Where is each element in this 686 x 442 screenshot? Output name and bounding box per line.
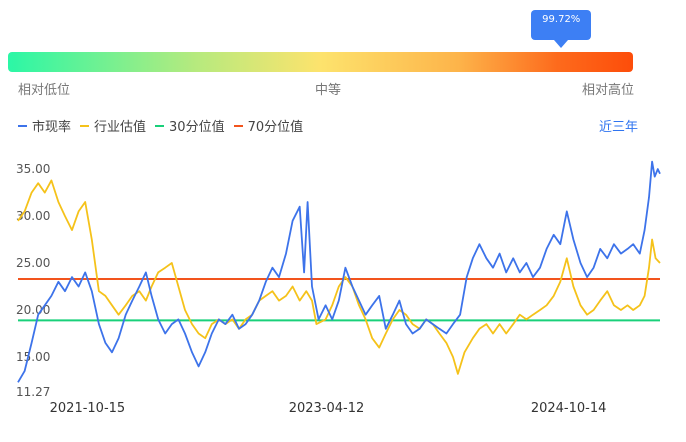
legend-label-industry: 行业估值 bbox=[94, 120, 147, 135]
time-range-selector[interactable]: 近三年 bbox=[599, 120, 639, 135]
gauge-mid-label: 中等 bbox=[315, 83, 342, 98]
legend-item-p70[interactable]: 70分位值 bbox=[233, 116, 304, 135]
x-axis-ticks: 2021-10-15 2023-04-12 2024-10-14 bbox=[50, 401, 607, 416]
series-line-pcf bbox=[17, 160, 661, 383]
legend-item-p30[interactable]: 30分位值 bbox=[155, 116, 225, 135]
gauge-low-label: 相对低位 bbox=[18, 83, 71, 98]
valuation-percentile-gauge bbox=[8, 52, 633, 72]
y-tick-label: 20.00 bbox=[16, 303, 50, 317]
x-tick-label: 2023-04-12 bbox=[289, 401, 365, 416]
y-tick-label: 11.27 bbox=[16, 385, 50, 399]
legend-label-p30: 30分位值 bbox=[169, 120, 225, 135]
legend-item-industry[interactable]: 行业估值 bbox=[80, 116, 146, 135]
percentile-bubble: 99.72% bbox=[531, 10, 592, 40]
gauge-high-label: 相对高位 bbox=[582, 83, 635, 98]
legend-swatch-p70 bbox=[233, 124, 243, 127]
legend-item-pcf[interactable]: 市现率 bbox=[18, 116, 71, 135]
y-tick-label: 25.00 bbox=[16, 256, 50, 270]
y-tick-label: 15.00 bbox=[16, 350, 50, 364]
legend-swatch-industry bbox=[80, 124, 90, 127]
x-tick-label: 2021-10-15 bbox=[50, 401, 126, 416]
percentile-value: 99.72% bbox=[542, 14, 581, 25]
x-tick-label: 2024-10-14 bbox=[531, 401, 607, 416]
gauge-gradient-bar bbox=[8, 52, 633, 72]
percentile-bubble-pointer bbox=[554, 40, 569, 48]
legend-swatch-p30 bbox=[155, 124, 165, 127]
reference-lines bbox=[18, 277, 660, 322]
y-tick-label: 35.00 bbox=[16, 162, 50, 176]
chart-legend: 市现率 行业估值 30分位值 70分位值 bbox=[18, 116, 303, 135]
legend-label-p70: 70分位值 bbox=[247, 120, 304, 135]
legend-label-pcf: 市现率 bbox=[32, 120, 72, 135]
series-lines bbox=[17, 160, 661, 383]
series-line-industry bbox=[17, 179, 661, 375]
legend-swatch-pcf bbox=[18, 124, 27, 127]
